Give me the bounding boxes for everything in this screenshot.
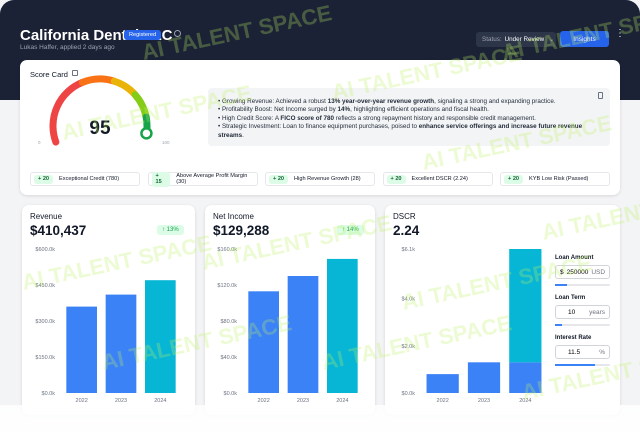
interest-rate-slider[interactable] — [555, 364, 610, 366]
change-value: 13% — [166, 227, 179, 233]
term-unit: years — [589, 308, 605, 316]
insight-text: Strategic Investment: Loan to finance eq… — [221, 123, 419, 131]
insight-text: 14% — [337, 106, 351, 114]
loan-term-input[interactable]: 10 years — [555, 305, 610, 319]
factor-chip: + 20 Exceptional Credit (780) — [30, 172, 140, 186]
insight-text: 13% year-over-year revenue growth — [327, 98, 435, 105]
factor-points: + 20 — [269, 174, 289, 184]
loan-amount-label: Loan Amount — [555, 255, 594, 261]
up-arrow: ↑ — [162, 227, 167, 233]
factor-points: + 20 — [34, 174, 54, 184]
more-menu[interactable]: ⋮ — [615, 28, 625, 39]
status-select[interactable]: Status: Under Review ⌄ — [476, 32, 556, 47]
interest-rate: 11.5 — [568, 348, 581, 356]
change-pill: ↑ 13% — [157, 225, 184, 235]
chart-title: DSCR — [393, 212, 416, 221]
insight-text: , signaling a strong and expanding pract… — [434, 98, 556, 105]
change-pill: ↑ 14% — [337, 225, 364, 235]
factor-chip: + 20 KYB Low Risk (Passed) — [500, 172, 610, 186]
insight-text: Growing Revenue: Achieved a robust — [221, 98, 328, 105]
chart-value: $129,288 — [213, 223, 270, 238]
factor-label: Exceptional Credit (780) — [59, 176, 120, 182]
factor-label: Above Average Profit Margin (30) — [176, 173, 248, 185]
insight-line: High Credit Score: A FICO score of 780 r… — [218, 115, 600, 123]
insight-text: High Credit Score: A — [221, 114, 281, 122]
insight-line: Profitability Boost: Net Income surged b… — [218, 106, 600, 114]
factor-points: + 20 — [504, 174, 524, 184]
up-arrow: ↑ — [342, 227, 347, 233]
insight-text: FICO score of 780 — [280, 114, 334, 122]
loan-amount: 250000 — [566, 268, 589, 276]
insights-button[interactable]: Insights — [560, 31, 609, 47]
loan-amount-slider[interactable] — [555, 284, 610, 286]
chart-value: 2.24 — [393, 223, 420, 238]
chart-title: Net Income — [213, 212, 254, 221]
insight-text: enhance service offerings and increase f… — [218, 123, 583, 139]
chart-title: Revenue — [30, 212, 63, 221]
status-value: Under Review — [504, 36, 545, 43]
interest-rate-label: Interest Rate — [555, 335, 592, 341]
rate-unit: % — [599, 348, 605, 356]
chevron: ⌄ — [549, 37, 555, 43]
insight-text: , highlighting efficient operations and … — [350, 106, 489, 114]
applicant-subtitle: Lukas Haffer, applied 2 days ago — [20, 44, 115, 51]
factor-label: High Revenue Growth (28) — [294, 176, 361, 182]
loan-term-slider[interactable] — [555, 324, 610, 326]
insight-line: Strategic Investment: Loan to finance eq… — [218, 123, 600, 140]
factor-chip: + 20 Excellent DSCR (2.24) — [382, 172, 493, 186]
status-label: Status: — [482, 36, 502, 43]
dscr-card — [385, 205, 620, 415]
factor-label: Excellent DSCR (2.24) — [411, 176, 468, 182]
insight-text: reflects a strong repayment history and … — [333, 114, 536, 122]
insight-line: Growing Revenue: Achieved a robust 13% y… — [218, 98, 600, 106]
info-icon — [174, 30, 181, 37]
interest-rate-input[interactable]: 11.5% — [555, 345, 610, 359]
factor-chip: + 20 High Revenue Growth (28) — [265, 172, 375, 186]
currency-symbol: $ — [560, 268, 564, 276]
currency: USD — [591, 268, 606, 276]
factor-points: + 20 — [386, 174, 406, 184]
factor-chip: + 15 Above Average Profit Margin (30) — [147, 171, 258, 187]
loan-term-label: Loan Term — [555, 295, 586, 301]
loan-amount-input[interactable]: $250000 USD — [555, 265, 610, 279]
bottom-fade — [0, 405, 640, 441]
factor-points: + 15 — [151, 171, 171, 187]
insight-text: . — [242, 131, 244, 139]
factor-label: KYB Low Risk (Passed) — [529, 176, 589, 182]
chart-value: $410,437 — [30, 223, 87, 238]
score-card-title: Score Card — [30, 70, 68, 79]
copy-icon — [598, 92, 603, 99]
external-link-icon — [72, 70, 78, 76]
insight-text: Profitability Boost: Net Income surged b… — [221, 106, 338, 114]
change-value: 14% — [346, 227, 359, 233]
loan-controls: Loan Amount $250000 USD Loan Term 10 years… — [555, 255, 610, 366]
loan-term: 10 — [568, 308, 576, 316]
registered-badge: Registered — [124, 30, 162, 40]
insights-box: Growing Revenue: Achieved a robust 13% y… — [208, 88, 610, 146]
